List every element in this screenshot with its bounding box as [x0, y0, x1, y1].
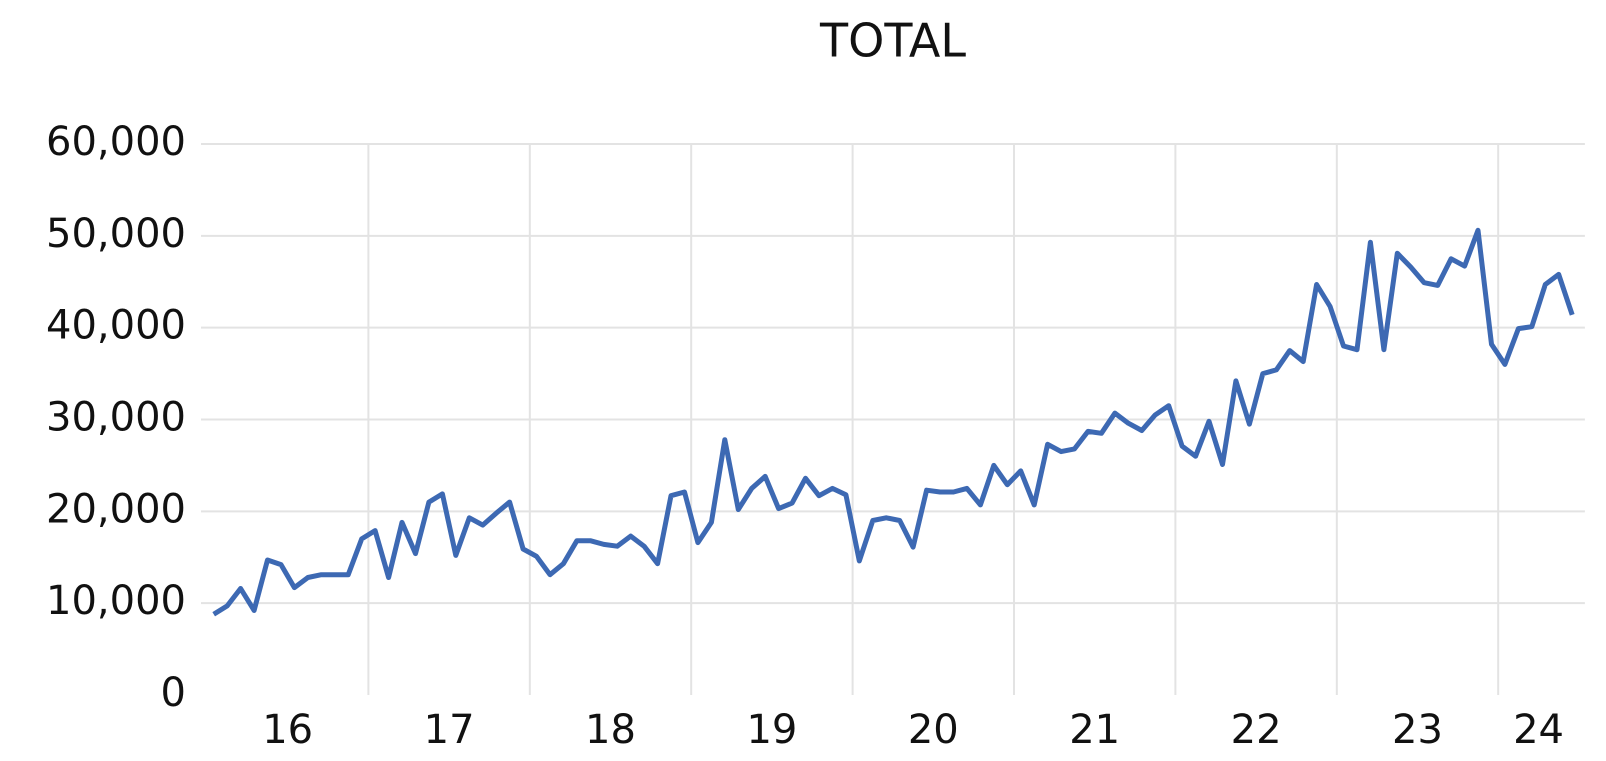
chart-title: TOTAL: [819, 14, 966, 68]
y-tick-label: 30,000: [46, 395, 186, 441]
x-tick-label: 20: [908, 707, 959, 753]
x-tick-label: 21: [1069, 707, 1120, 753]
x-tick-label: 24: [1513, 707, 1564, 753]
y-tick-label: 10,000: [46, 578, 186, 624]
y-tick-label: 40,000: [46, 303, 186, 349]
data-line: [212, 227, 1575, 617]
y-tick-label: 0: [161, 670, 186, 716]
x-tick-label: 17: [424, 707, 475, 753]
y-tick-label: 20,000: [46, 486, 186, 532]
y-tick-label: 50,000: [46, 211, 186, 257]
x-tick-label: 18: [585, 707, 636, 753]
x-tick-label: 23: [1392, 707, 1443, 753]
x-tick-label: 19: [746, 707, 797, 753]
y-tick-label: 60,000: [46, 119, 186, 165]
x-tick-label: 22: [1231, 707, 1282, 753]
x-tick-label: 16: [262, 707, 313, 753]
